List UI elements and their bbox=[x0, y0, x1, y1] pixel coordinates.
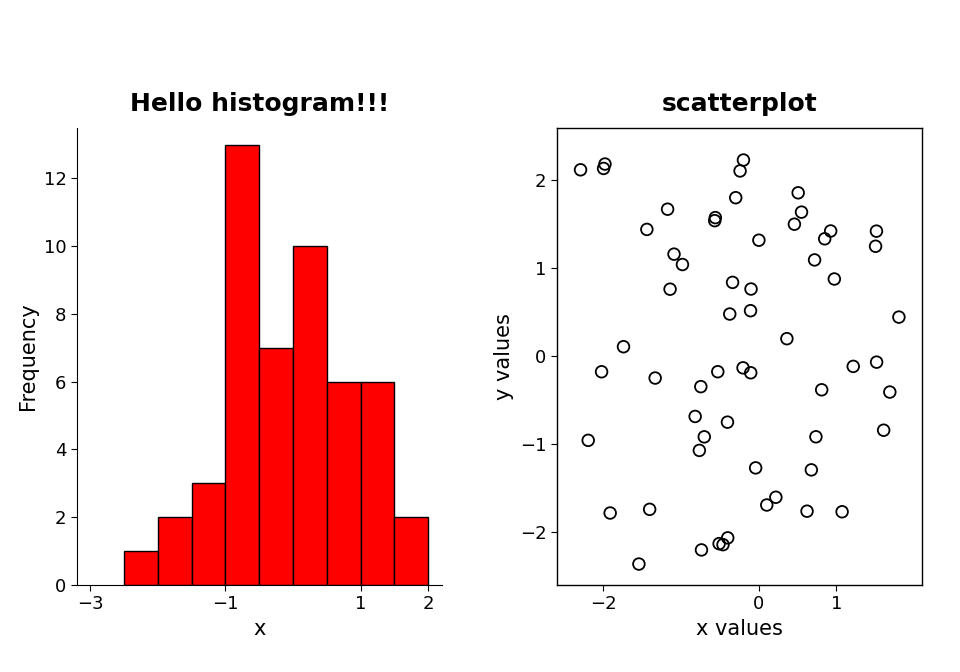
Point bbox=[603, 507, 618, 518]
Point bbox=[666, 249, 682, 259]
Point bbox=[708, 212, 723, 223]
Bar bbox=[293, 246, 326, 585]
Point bbox=[687, 411, 703, 422]
Point bbox=[790, 187, 805, 198]
Point bbox=[662, 284, 678, 294]
Bar bbox=[326, 382, 361, 585]
Title: scatterplot: scatterplot bbox=[661, 92, 817, 116]
Bar bbox=[361, 382, 395, 585]
Point bbox=[597, 159, 612, 169]
Point bbox=[876, 425, 891, 435]
Point bbox=[823, 226, 838, 237]
Bar bbox=[259, 347, 293, 585]
Point bbox=[752, 235, 767, 245]
Point bbox=[735, 362, 751, 373]
Point bbox=[573, 165, 588, 175]
Point bbox=[639, 224, 655, 235]
Point bbox=[834, 507, 850, 517]
Point bbox=[632, 558, 647, 569]
Point bbox=[868, 241, 883, 251]
Point bbox=[808, 431, 824, 442]
Bar bbox=[124, 551, 157, 585]
Point bbox=[710, 366, 726, 377]
Point bbox=[814, 384, 829, 395]
Y-axis label: Frequency: Frequency bbox=[18, 302, 38, 410]
Point bbox=[891, 312, 906, 323]
Point bbox=[693, 381, 708, 392]
Point bbox=[743, 305, 758, 316]
Point bbox=[804, 464, 819, 475]
Point bbox=[743, 284, 758, 294]
Point bbox=[692, 445, 708, 456]
Point bbox=[800, 506, 815, 517]
Point bbox=[743, 368, 758, 378]
Point bbox=[707, 215, 722, 226]
Point bbox=[581, 435, 596, 446]
Point bbox=[807, 255, 823, 265]
Point bbox=[732, 165, 748, 176]
Point bbox=[715, 539, 731, 550]
Point bbox=[869, 226, 884, 237]
Point bbox=[722, 308, 737, 319]
Point bbox=[660, 204, 675, 214]
Point bbox=[594, 366, 610, 377]
Point bbox=[694, 544, 709, 555]
Point bbox=[827, 274, 842, 284]
Point bbox=[615, 341, 631, 352]
Y-axis label: y values: y values bbox=[494, 312, 515, 400]
Point bbox=[642, 504, 658, 515]
Point bbox=[817, 233, 832, 244]
Point bbox=[647, 373, 662, 384]
Point bbox=[780, 333, 795, 344]
Point bbox=[759, 499, 775, 510]
Bar bbox=[226, 144, 259, 585]
Bar bbox=[395, 517, 428, 585]
Point bbox=[711, 538, 727, 549]
Title: Hello histogram!!!: Hello histogram!!! bbox=[130, 92, 389, 116]
Bar bbox=[157, 517, 192, 585]
Point bbox=[794, 207, 809, 218]
X-axis label: x values: x values bbox=[696, 619, 782, 638]
Point bbox=[786, 219, 802, 230]
Point bbox=[725, 277, 740, 288]
Point bbox=[735, 155, 751, 165]
Point bbox=[720, 532, 735, 543]
Point bbox=[675, 259, 690, 270]
Point bbox=[720, 417, 735, 427]
Point bbox=[882, 386, 898, 397]
Point bbox=[869, 357, 884, 368]
Point bbox=[728, 192, 743, 203]
Point bbox=[846, 361, 861, 372]
Point bbox=[748, 462, 763, 473]
Point bbox=[768, 492, 783, 503]
Point bbox=[697, 431, 712, 442]
Point bbox=[596, 163, 612, 174]
Bar bbox=[192, 483, 226, 585]
X-axis label: x: x bbox=[253, 619, 265, 638]
